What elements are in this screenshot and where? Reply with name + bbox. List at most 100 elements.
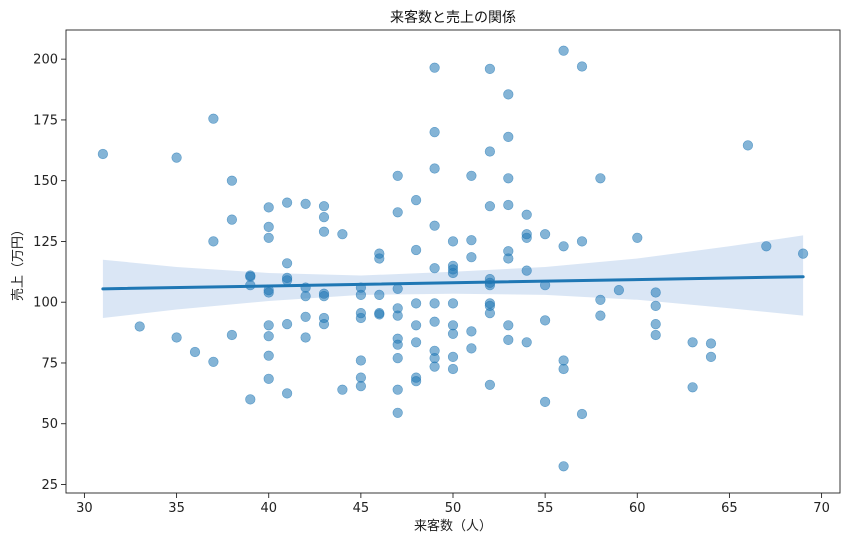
data-point	[447, 328, 459, 339]
x-tick-label: 30	[76, 501, 93, 516]
data-point	[650, 329, 661, 341]
data-point	[521, 232, 532, 243]
data-point	[429, 298, 440, 309]
x-tick-label: 70	[813, 501, 830, 516]
x-tick-label: 50	[445, 501, 462, 516]
data-point	[282, 197, 293, 208]
data-point	[466, 343, 477, 354]
data-point	[595, 294, 606, 305]
data-point	[613, 285, 625, 296]
data-point	[282, 388, 293, 399]
data-point	[263, 221, 274, 232]
data-point	[318, 319, 330, 330]
data-point	[300, 311, 311, 322]
data-point	[263, 373, 274, 384]
data-point	[300, 332, 311, 343]
data-point	[558, 461, 569, 472]
data-point	[245, 271, 256, 282]
data-point	[226, 329, 237, 341]
data-point	[355, 355, 367, 366]
data-point	[208, 113, 219, 124]
x-tick-label: 35	[168, 501, 185, 516]
data-point	[411, 337, 422, 348]
data-point	[282, 258, 293, 269]
y-axis-ticks: 25 50 75 100 125 150 175 200	[33, 53, 66, 493]
data-point	[503, 199, 514, 211]
data-point	[595, 173, 606, 184]
x-tick-label: 60	[629, 501, 646, 516]
y-tick-label: 125	[33, 235, 58, 250]
y-tick-label: 150	[33, 174, 58, 189]
x-axis-ticks: 30 35 40 45 50 55 60 65 70	[76, 493, 830, 516]
data-point	[503, 253, 514, 264]
data-point	[374, 309, 385, 320]
data-point	[263, 320, 274, 331]
data-point	[466, 170, 477, 181]
x-axis-title: 来客数（人）	[414, 518, 492, 534]
data-point	[318, 212, 330, 223]
data-point	[208, 356, 219, 367]
data-point	[300, 198, 311, 209]
data-point	[300, 291, 311, 302]
data-point	[245, 394, 256, 405]
data-point	[558, 363, 569, 375]
data-point	[226, 175, 237, 186]
y-tick-label: 25	[41, 478, 58, 493]
y-tick-label: 100	[33, 296, 58, 311]
data-point	[208, 236, 219, 247]
data-point	[558, 355, 569, 366]
data-point	[429, 263, 440, 274]
data-point	[282, 275, 293, 286]
regression-line	[101, 275, 805, 291]
data-point	[705, 338, 717, 349]
data-point	[337, 229, 348, 240]
data-point	[447, 351, 459, 363]
data-point	[761, 241, 772, 252]
data-point	[411, 298, 422, 309]
x-tick-label: 65	[721, 501, 738, 516]
data-point	[705, 351, 717, 363]
data-point	[484, 379, 496, 390]
data-point	[429, 62, 440, 73]
data-point	[797, 248, 809, 259]
data-point	[355, 381, 367, 392]
data-point	[484, 146, 496, 157]
data-point	[171, 152, 182, 163]
chart-title: 来客数と売上の関係	[390, 9, 516, 26]
data-point	[521, 337, 532, 348]
data-point	[687, 382, 698, 393]
data-point	[429, 361, 440, 372]
data-point	[318, 201, 330, 212]
data-point	[503, 89, 514, 100]
y-tick-label: 200	[33, 53, 58, 68]
data-point	[374, 289, 385, 301]
data-point	[392, 384, 403, 395]
data-point	[484, 63, 496, 74]
data-point	[263, 331, 274, 342]
data-point	[576, 61, 588, 72]
data-point	[447, 363, 459, 375]
data-point	[411, 244, 422, 256]
data-point	[650, 319, 661, 330]
data-point	[392, 207, 403, 218]
data-point	[595, 310, 606, 321]
data-point	[429, 220, 440, 231]
data-point	[503, 334, 514, 346]
data-point	[282, 319, 293, 330]
data-point	[355, 289, 367, 301]
y-axis-title: 売上（万円）	[10, 223, 26, 301]
data-point	[411, 376, 422, 387]
data-point	[466, 326, 477, 337]
data-point	[447, 236, 459, 247]
data-point	[226, 214, 237, 225]
data-point	[503, 131, 514, 142]
data-point	[539, 396, 551, 408]
data-point	[503, 320, 514, 331]
data-point	[189, 346, 201, 358]
data-point	[411, 195, 422, 206]
data-point	[263, 350, 274, 361]
data-point	[355, 312, 367, 324]
data-point	[134, 321, 145, 332]
data-point	[97, 148, 108, 160]
